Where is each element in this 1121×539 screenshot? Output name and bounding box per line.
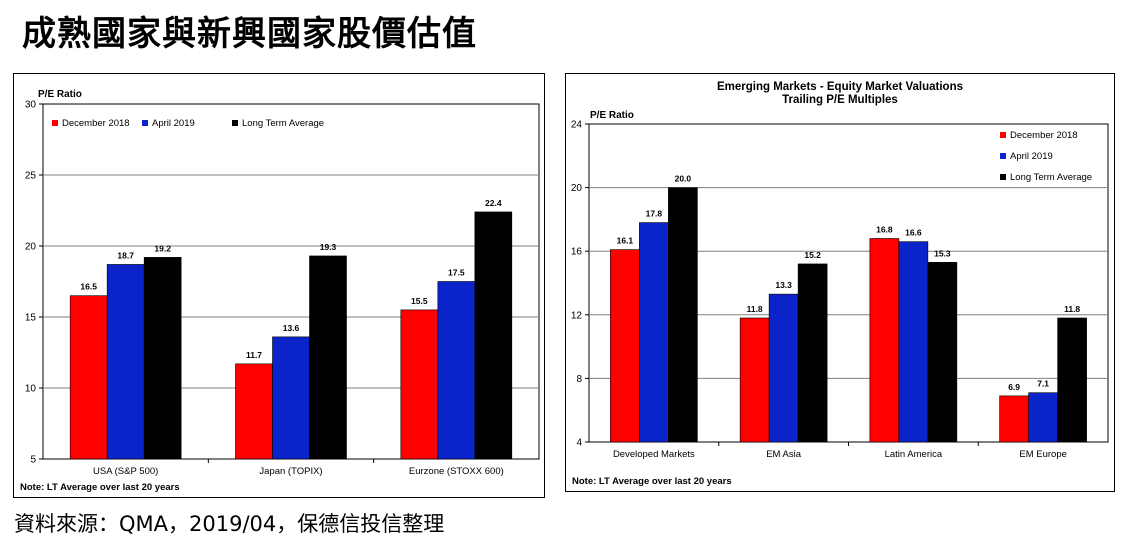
data-label: 17.5 [448,268,465,278]
chart-note: Note: LT Average over last 20 years [572,476,732,487]
legend-swatch [1000,174,1006,180]
data-label: 16.6 [905,228,922,238]
y-tick-label: 20 [25,242,37,253]
bar [143,257,182,460]
legend-swatch [142,120,148,126]
data-label: 16.1 [617,236,634,246]
data-label: 13.6 [283,323,300,333]
legend-label: April 2019 [1010,151,1053,162]
data-label: 19.2 [154,243,171,253]
y-tick-label: 15 [25,313,37,324]
legend-swatch [1000,153,1006,159]
y-tick-label: 12 [571,310,583,321]
data-label: 16.5 [80,282,97,292]
right-pe-chart: 4 8 12 16 20 24 P/E Ratio Emerging Markets - Eq… [571,81,1109,487]
data-label: 11.8 [747,304,763,314]
bar [106,264,145,460]
x-tick-label: EM Asia [766,449,802,460]
data-label: 18.7 [117,250,134,260]
bar [400,309,439,460]
x-tick-label: Latin America [885,449,943,460]
data-label: 15.5 [411,296,428,306]
y-tick-label: 8 [576,374,582,385]
bar [639,222,669,443]
page-title: 成熟國家與新興國家股價估值 [22,14,477,54]
bar [69,295,108,460]
data-label: 11.7 [246,350,262,360]
bar [739,317,770,443]
data-label: 11.8 [1064,304,1080,314]
data-label: 16.8 [876,224,893,234]
chart-subtitle: Trailing P/E Multiples [782,94,898,106]
x-tick-label: Japan (TOPIX) [259,466,322,477]
legend-label: Long Term Average [242,118,324,129]
data-label: 22.4 [485,198,502,208]
legend-label: December 2018 [62,118,130,129]
right-chart-panel: 4 8 12 16 20 24 P/E Ratio Emerging Markets - Eq… [565,73,1115,492]
bar [797,263,828,443]
bar [668,187,698,443]
chart-note: Note: LT Average over last 20 years [20,482,180,493]
data-label: 15.2 [804,250,821,260]
bar [927,262,958,443]
y-tick-label: 30 [25,100,37,111]
left-chart-panel: 5 10 15 20 25 30 P/E Ratio 16.5 18.7 19.2 USA (S&P… [13,73,545,498]
data-label: 13.3 [775,280,792,290]
data-label: 20.0 [675,174,692,184]
y-tick-label: 20 [571,183,583,194]
bar [1028,392,1058,443]
data-label: 19.3 [320,242,337,252]
bar [610,249,640,443]
x-tick-label: USA (S&P 500) [93,466,158,477]
y-tick-label: 5 [30,455,36,466]
bar [272,336,310,460]
data-label: 17.8 [646,209,663,219]
x-tick-label: Developed Markets [613,449,695,460]
bar [768,293,799,443]
left-pe-chart: 5 10 15 20 25 30P/E Ratio 16.5 18.7 19.2 USA (S&P… [20,89,540,493]
bar [898,241,929,443]
bar [1057,317,1087,443]
y-tick-label: 25 [25,171,37,182]
x-tick-label: Eurzone (STOXX 600) [409,466,504,477]
bar [999,395,1029,443]
bar [437,281,476,460]
y-tick-label: 16 [571,247,583,258]
y-tick-label: 24 [571,120,583,131]
bar [309,255,347,460]
y-tick-label: 10 [25,384,37,395]
data-label: 15.3 [934,248,951,258]
chart-title: Emerging Markets - Equity Market Valuati… [717,81,963,93]
legend-swatch [52,120,58,126]
legend-label: Long Term Average [1010,172,1092,183]
bar [235,363,273,460]
y-axis-label: P/E Ratio [590,110,634,121]
legend-label: April 2019 [152,118,195,129]
x-tick-label: EM Europe [1019,449,1067,460]
bar [474,211,513,460]
y-tick-label: 4 [576,438,582,449]
legend-swatch [232,120,238,126]
source-note: 資料來源：QMA，2019/04，保德信投信整理 [14,512,445,536]
legend-swatch [1000,132,1006,138]
legend-label: December 2018 [1010,130,1078,141]
data-label: 7.1 [1037,379,1049,389]
data-label: 6.9 [1008,382,1020,392]
bar [869,238,900,443]
y-axis-label: P/E Ratio [38,89,82,100]
